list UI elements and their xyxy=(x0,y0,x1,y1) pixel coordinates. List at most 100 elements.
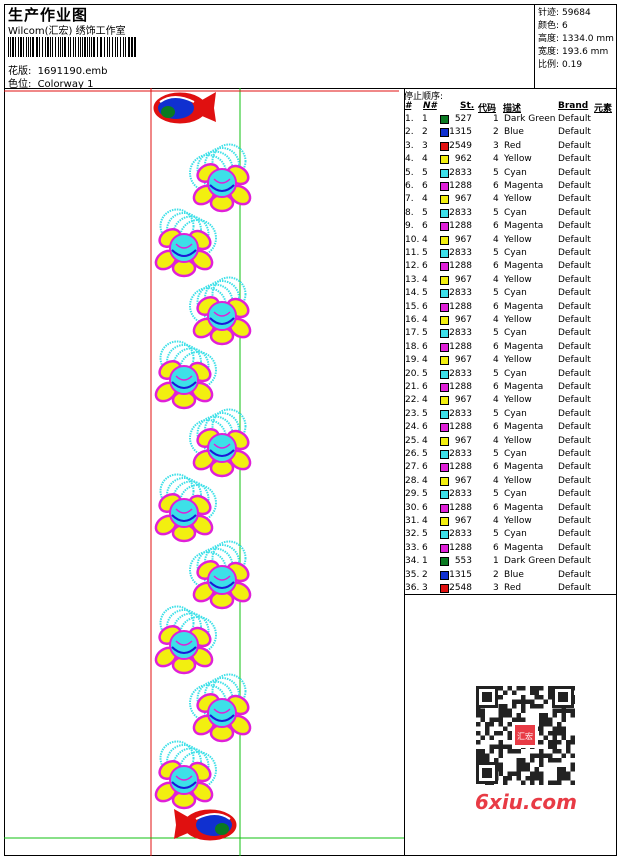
colorway-row: 色位: Colorway 1 xyxy=(8,75,93,90)
row-code: 4 xyxy=(493,234,499,245)
stat-value: 193.6 mm xyxy=(562,47,609,57)
row-stitches: 2548 xyxy=(449,583,472,593)
stat-label: 比例: xyxy=(538,60,560,70)
watermark-text: 6xiu.com xyxy=(475,790,577,814)
row-needle: 4 xyxy=(422,355,428,366)
row-brand: Default xyxy=(558,301,591,312)
row-stitches: 962 xyxy=(454,154,472,165)
row-index: 19. xyxy=(405,355,420,366)
row-brand: Default xyxy=(558,529,591,540)
row-code: 5 xyxy=(493,449,499,459)
table-row: 32. 5 5 Cyan Default 2833 xyxy=(405,529,617,542)
row-brand: Default xyxy=(558,114,591,124)
row-description: Cyan xyxy=(504,328,527,339)
row-code: 6 xyxy=(493,502,499,513)
row-needle: 4 xyxy=(422,516,428,526)
row-brand: Default xyxy=(558,221,591,232)
header-divider xyxy=(4,88,617,89)
row-description: Cyan xyxy=(504,449,527,459)
table-row: 22. 4 4 Yellow Default 967 xyxy=(405,395,617,408)
color-swatch xyxy=(440,302,449,312)
row-brand: Default xyxy=(558,288,591,299)
row-stitches: 2833 xyxy=(449,167,472,178)
row-description: Cyan xyxy=(504,529,527,540)
row-description: Magenta xyxy=(504,301,544,312)
page-frame xyxy=(4,4,617,856)
row-stitches: 967 xyxy=(454,475,472,486)
design-file-label: 花版: xyxy=(8,66,32,77)
row-index: 34. xyxy=(405,556,420,567)
row-code: 5 xyxy=(493,328,499,339)
stat-value: 1334.0 mm xyxy=(562,34,614,44)
row-needle: 1 xyxy=(422,114,428,124)
table-row: 13. 4 4 Yellow Default 967 xyxy=(405,275,617,288)
row-index: 18. xyxy=(405,341,420,352)
table-row: 5. 5 5 Cyan Default 2833 xyxy=(405,168,617,181)
row-needle: 2 xyxy=(422,127,428,138)
row-code: 5 xyxy=(493,408,499,419)
table-row: 17. 5 5 Cyan Default 2833 xyxy=(405,328,617,341)
row-index: 23. xyxy=(405,408,420,419)
row-description: Magenta xyxy=(504,502,544,513)
row-stitches: 2833 xyxy=(449,368,472,379)
row-code: 4 xyxy=(493,395,499,406)
row-stitches: 527 xyxy=(454,114,472,124)
row-brand: Default xyxy=(558,542,591,553)
row-needle: 6 xyxy=(422,261,428,272)
row-description: Magenta xyxy=(504,181,544,191)
row-description: Yellow xyxy=(504,154,532,165)
row-index: 6. xyxy=(405,181,414,191)
col-header-code: 代码 xyxy=(478,104,497,114)
stop-sequence-title: 停止顺序: xyxy=(404,92,444,102)
design-file-row: 花版: 1691190.emb xyxy=(8,62,108,77)
table-row: 20. 5 5 Cyan Default 2833 xyxy=(405,369,617,382)
stat-row: 高度: 1334.0 mm xyxy=(538,31,614,44)
row-index: 24. xyxy=(405,422,420,433)
stat-label: 宽度: xyxy=(538,47,560,57)
row-stitches: 1288 xyxy=(449,422,472,433)
row-stitches: 967 xyxy=(454,516,472,526)
row-stitches: 2833 xyxy=(449,328,472,339)
row-brand: Default xyxy=(558,127,591,138)
row-needle: 5 xyxy=(422,248,428,258)
color-swatch xyxy=(440,275,449,285)
row-index: 9. xyxy=(405,221,414,232)
row-index: 2. xyxy=(405,127,414,138)
row-needle: 2 xyxy=(422,569,428,580)
colorway-value: Colorway 1 xyxy=(37,79,94,90)
row-stitches: 967 xyxy=(454,315,472,325)
table-row: 15. 6 6 Magenta Default 1288 xyxy=(405,302,617,315)
color-swatch xyxy=(440,570,449,580)
row-stitches: 2833 xyxy=(449,408,472,419)
table-row: 24. 6 6 Magenta Default 1288 xyxy=(405,422,617,435)
row-code: 4 xyxy=(493,516,499,526)
row-brand: Default xyxy=(558,462,591,473)
canvas-divider xyxy=(404,88,405,856)
color-swatch xyxy=(440,182,449,191)
table-row: 30. 6 6 Magenta Default 1288 xyxy=(405,503,617,516)
row-needle: 6 xyxy=(422,422,428,433)
row-needle: 4 xyxy=(422,274,428,285)
row-brand: Default xyxy=(558,207,591,218)
color-swatch xyxy=(440,503,449,513)
row-stitches: 1288 xyxy=(449,181,472,191)
color-swatch xyxy=(440,115,449,124)
table-row: 3. 3 3 Red Default 2549 xyxy=(405,141,617,154)
row-brand: Default xyxy=(558,489,591,500)
table-row: 27. 6 6 Magenta Default 1288 xyxy=(405,462,617,475)
row-description: Dark Green xyxy=(504,556,556,567)
company-name: Wilcom(汇宏) 绣饰工作室 xyxy=(8,26,126,37)
col-header-description: 描述 xyxy=(503,104,522,114)
row-needle: 6 xyxy=(422,542,428,553)
row-code: 4 xyxy=(493,274,499,285)
row-code: 5 xyxy=(493,248,499,258)
row-description: Blue xyxy=(504,569,524,580)
row-stitches: 1288 xyxy=(449,341,472,352)
row-needle: 4 xyxy=(422,395,428,406)
color-swatch xyxy=(440,490,449,500)
table-row: 28. 4 4 Yellow Default 967 xyxy=(405,476,617,489)
col-header-brand: Brand xyxy=(558,101,589,111)
row-stitches: 553 xyxy=(454,556,472,567)
row-brand: Default xyxy=(558,569,591,580)
row-stitches: 1288 xyxy=(449,382,472,392)
